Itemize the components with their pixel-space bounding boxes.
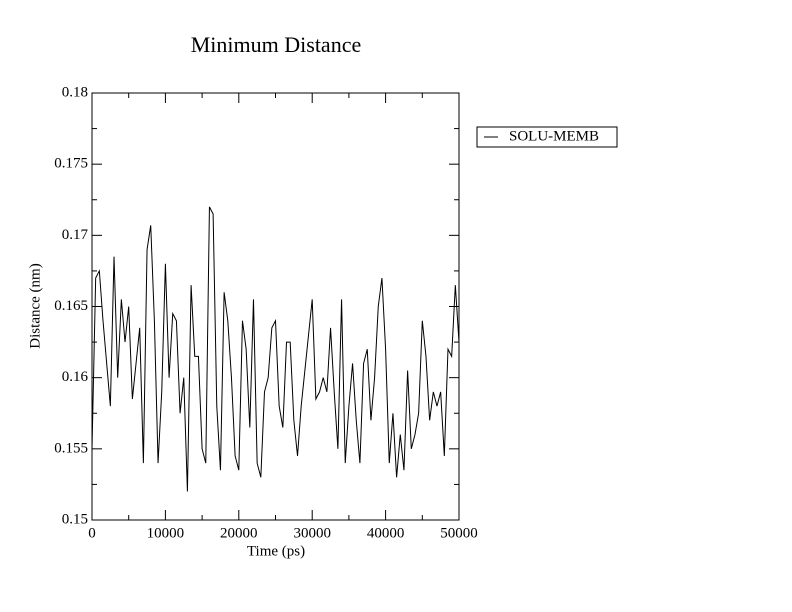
- x-axis-label: Time (ps): [247, 543, 305, 559]
- y-tick-label: 0.165: [54, 298, 88, 314]
- y-tick-label: 0.15: [62, 511, 88, 527]
- y-tick-label: 0.16: [62, 369, 89, 385]
- y-tick-label: 0.17: [62, 227, 89, 243]
- x-tick-label: 10000: [147, 525, 185, 541]
- legend-box: [476, 126, 618, 148]
- chart-title: Minimum Distance: [191, 32, 361, 57]
- y-tick-label: 0.155: [54, 440, 88, 456]
- x-tick-label: 20000: [220, 525, 258, 541]
- x-tick-label: 50000: [440, 525, 478, 541]
- x-tick-label: 40000: [367, 525, 405, 541]
- y-tick-label: 0.175: [54, 156, 88, 172]
- data-line: [91, 206, 460, 492]
- x-tick-label: 0: [88, 525, 96, 541]
- x-tick-label: 30000: [293, 525, 331, 541]
- legend-label: SOLU-MEMB: [509, 128, 599, 144]
- y-axis-label: Distance (nm): [27, 263, 43, 348]
- y-tick-label: 0.18: [62, 84, 88, 100]
